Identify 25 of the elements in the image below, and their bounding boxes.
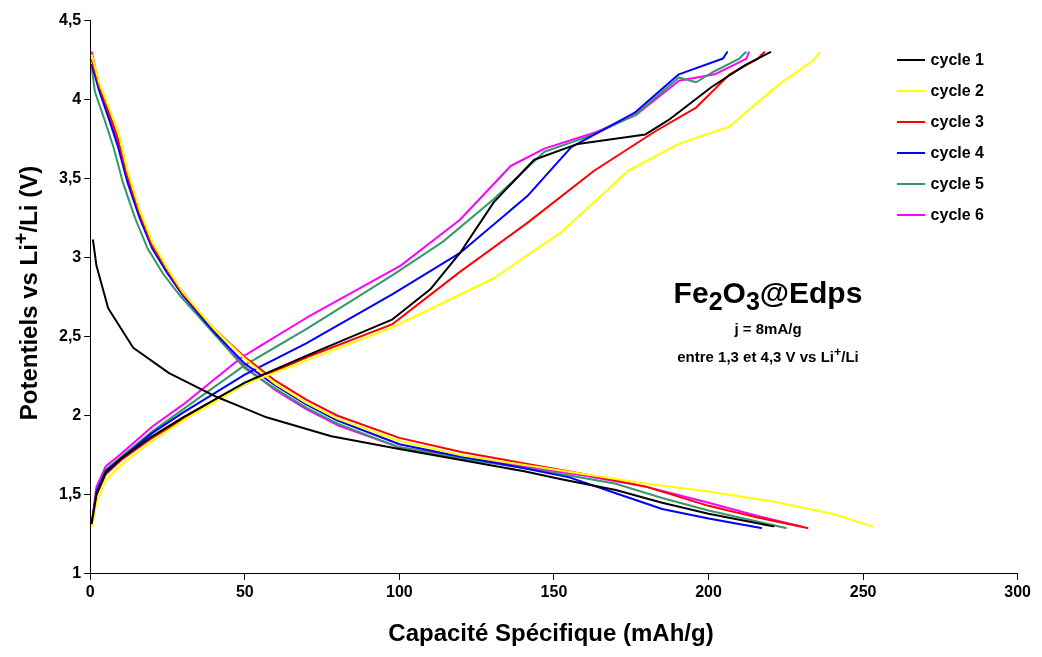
x-tick-label: 50 (235, 582, 254, 600)
y-tick-label: 1,5 (58, 485, 82, 503)
legend-label: cycle 6 (930, 205, 984, 224)
y-tick-label: 1 (72, 564, 82, 582)
x-tick-label: 200 (695, 582, 722, 600)
y-tick-label: 3,5 (58, 169, 82, 187)
y-tick-label: 4,5 (58, 11, 82, 29)
x-tick-label: 300 (1004, 582, 1032, 600)
legend-label: cycle 5 (930, 174, 984, 193)
y-tick-label: 3 (72, 248, 82, 266)
legend-label: cycle 1 (930, 50, 984, 69)
annotation: Fe$_{2}$O$_{3}$@Edps (672, 276, 864, 316)
x-tick-label: 250 (849, 582, 877, 600)
x-tick-label: 100 (386, 582, 413, 600)
y-tick-label: 2,5 (58, 327, 82, 345)
y-tick-label: 2 (72, 406, 82, 424)
legend-label: cycle 4 (930, 143, 984, 162)
x-tick-label: 150 (540, 582, 568, 600)
y-tick-label: 4 (72, 90, 82, 108)
annotation: entre 1,3 et 4,3 V vs Li$^{+}$/Li (676, 345, 860, 365)
legend-label: cycle 3 (930, 112, 984, 131)
x-tick-label: 0 (85, 582, 95, 600)
x-axis-title: Capacité Spécifique (mAh/g) (387, 619, 715, 647)
legend-label: cycle 2 (930, 81, 984, 100)
annotation: j = 8mA/g (733, 320, 803, 337)
